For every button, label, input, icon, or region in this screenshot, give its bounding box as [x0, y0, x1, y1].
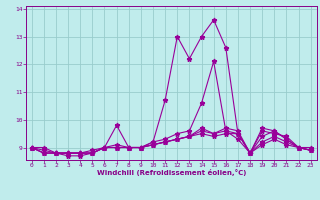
X-axis label: Windchill (Refroidissement éolien,°C): Windchill (Refroidissement éolien,°C) — [97, 169, 246, 176]
